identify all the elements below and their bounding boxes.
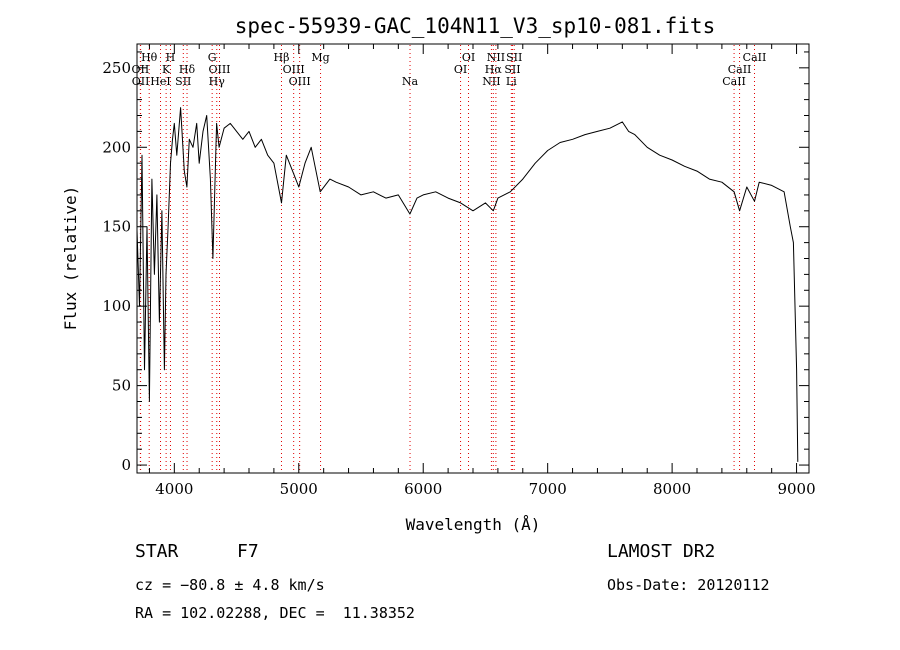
x-axis: 4000 5000 6000 7000 8000 9000	[148, 44, 816, 498]
y-tick-label: 100	[102, 297, 131, 315]
y-tick-label: 0	[121, 456, 131, 474]
line-marker-label: SII	[175, 75, 191, 88]
y-axis-title: Flux (relative)	[61, 186, 80, 331]
emission-line-markers	[139, 45, 755, 472]
line-marker-label: HeI	[150, 75, 170, 88]
spectrum-series	[136, 107, 799, 462]
line-marker-label: NII	[487, 51, 505, 64]
x-tick-label: 4000	[155, 480, 193, 498]
object-class-label: STAR	[135, 541, 179, 562]
x-tick-label: 7000	[529, 480, 567, 498]
x-tick-label: 5000	[280, 480, 318, 498]
line-marker-label: K	[162, 63, 171, 76]
chart-title: spec-55939-GAC_104N11_V3_sp10-081.fits	[235, 14, 715, 38]
x-tick-label: 6000	[404, 480, 442, 498]
line-marker-label: OII	[132, 75, 150, 88]
line-marker-label: OI	[462, 51, 475, 64]
line-marker-label: OII	[132, 63, 150, 76]
line-marker-label: CaII	[743, 51, 767, 64]
obs-date-label: Obs-Date: 20120112	[607, 576, 770, 594]
subclass-label: F7	[237, 541, 259, 562]
redshift-velocity-label: cz = −80.8 ± 4.8 km/s	[135, 576, 325, 594]
plot-frame	[136, 43, 810, 474]
line-marker-label: Hγ	[209, 75, 226, 88]
line-marker-label: CaII	[722, 75, 746, 88]
line-marker-label: Hδ	[179, 63, 196, 76]
survey-label: LAMOST DR2	[607, 541, 716, 562]
y-tick-label: 150	[102, 218, 131, 236]
y-axis: 0 50 100 150 200 250	[102, 51, 809, 474]
line-marker-label: Hθ	[141, 51, 158, 64]
emission-line-labels: OIIOIIHθHeIKHSIIHδGHγOIIIHβOIIIOIIIMgNaO…	[132, 51, 767, 88]
line-marker-label: Li	[506, 75, 517, 88]
line-marker-label: SII	[504, 63, 520, 76]
x-tick-label: 9000	[777, 480, 815, 498]
line-marker-label: G	[208, 51, 217, 64]
y-tick-label: 50	[112, 377, 131, 395]
line-marker-label: OIII	[208, 63, 230, 76]
line-marker-label: OIII	[283, 63, 305, 76]
line-marker-label: Na	[402, 75, 419, 88]
line-marker-label: SII	[506, 51, 522, 64]
line-marker-label: OI	[454, 63, 467, 76]
line-marker-label: NII	[482, 75, 500, 88]
x-axis-title: Wavelength (Å)	[406, 515, 541, 534]
spectrum-line	[136, 107, 799, 462]
line-marker-label: Hα	[485, 63, 503, 76]
y-tick-label: 250	[102, 59, 131, 77]
x-tick-label: 8000	[653, 480, 691, 498]
line-marker-label: Mg	[311, 51, 329, 64]
y-tick-label: 200	[102, 138, 131, 156]
line-marker-label: OIII	[289, 75, 311, 88]
line-marker-label: H	[166, 51, 176, 64]
line-marker-label: Hβ	[274, 51, 290, 64]
coordinates-label: RA = 102.02288, DEC = 11.38352	[135, 604, 415, 622]
line-marker-label: CaII	[728, 63, 752, 76]
